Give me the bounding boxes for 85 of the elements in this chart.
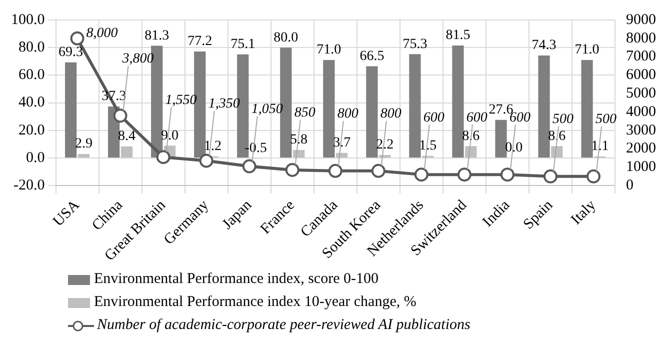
data-label: 77.2: [188, 34, 212, 50]
y2-tick-label: 6000: [626, 67, 656, 84]
bar: [65, 62, 77, 158]
bar: [581, 60, 593, 158]
data-label: 5.8: [290, 132, 308, 148]
data-label: 8,000: [86, 26, 118, 42]
data-label: 3,800: [121, 51, 154, 66]
data-label: 2.2: [376, 138, 394, 153]
data-label: 75.1: [230, 37, 256, 52]
data-label: 1,350: [208, 96, 240, 112]
y2-tick-label: 9000: [626, 12, 656, 28]
point: [457, 168, 472, 182]
bar: [452, 46, 464, 158]
bar: [323, 60, 335, 158]
y2-tick-label: 8000: [626, 30, 656, 46]
data-label: 81.3: [144, 28, 170, 44]
data-label: 1,550: [165, 92, 197, 108]
y-tick-label: 80.0: [18, 40, 45, 56]
data-label: 1.1: [591, 139, 609, 154]
point: [500, 168, 514, 182]
legend-label: Number of academic-corporate peer-reviewed AI publications: [97, 316, 470, 335]
y-tick-label: 0.0: [26, 150, 45, 166]
point: [199, 154, 214, 168]
y2-tick-label: 7000: [626, 48, 656, 65]
y-tick-label: 60.0: [18, 67, 45, 84]
x-tick-label: Italy: [568, 196, 600, 228]
bar: [495, 120, 507, 158]
data-label: 74.3: [532, 38, 556, 54]
data-label: 8.6: [462, 128, 480, 144]
point: [328, 164, 342, 178]
legend-label: Environmental Performance index, score 0-100: [94, 270, 378, 289]
data-label: 800: [337, 106, 358, 122]
legend-label: Environmental Performance index 10-year change, %: [94, 293, 416, 312]
data-label: 1.5: [419, 138, 437, 154]
data-label: 3.7: [333, 136, 351, 151]
data-label: 75.3: [402, 36, 428, 52]
data-label: 600: [423, 110, 444, 126]
data-label: 500: [595, 112, 616, 128]
point: [156, 150, 170, 164]
x-tick-label: USA: [50, 197, 83, 230]
bar: [78, 154, 90, 158]
point: [543, 169, 558, 184]
data-label: 9.0: [161, 128, 178, 144]
bar: [538, 55, 550, 158]
y-tick-label: -20.0: [14, 178, 45, 194]
data-label: 71.0: [574, 42, 600, 58]
data-label: 600: [466, 110, 488, 126]
y2-tick-label: 1000: [626, 159, 656, 176]
y-tick-label: 100.0: [11, 12, 45, 28]
data-label: 1,050: [251, 102, 283, 117]
y2-tick-label: 4000: [626, 104, 656, 120]
data-label: 81.5: [446, 28, 470, 44]
data-label: 8.6: [548, 128, 566, 144]
y2-tick-label: 2000: [626, 140, 656, 157]
bar: [366, 66, 378, 158]
bar: [409, 54, 421, 158]
data-label: 850: [294, 106, 316, 121]
y-tick-label: 20.0: [18, 122, 45, 138]
bar: [465, 146, 477, 158]
y2-tick-label: 5000: [626, 86, 656, 102]
y-tick-label: 40.0: [18, 94, 45, 111]
point: [70, 31, 84, 46]
data-label: 1.2: [204, 139, 222, 154]
data-label: 800: [380, 106, 402, 122]
bar: [551, 146, 563, 158]
data-label: 71.0: [316, 42, 342, 58]
x-tick-label: India: [480, 197, 514, 230]
data-label: -0.5: [244, 141, 267, 156]
point: [414, 168, 428, 182]
point: [285, 162, 300, 177]
data-label: 0.0: [505, 140, 523, 156]
data-label: 500: [552, 112, 574, 128]
point: [371, 164, 386, 178]
data-label: 8.4: [118, 129, 136, 144]
y2-tick-label: 3000: [626, 122, 656, 138]
data-label: 66.5: [360, 48, 384, 64]
point: [242, 159, 256, 174]
bar: [120, 146, 133, 158]
data-label: 80.0: [274, 30, 298, 46]
data-label: 2.9: [74, 136, 92, 152]
data-label: 69.3: [58, 45, 84, 60]
y2-tick-label: 0: [626, 178, 634, 194]
point: [586, 169, 600, 184]
point: [113, 108, 128, 123]
bar: [293, 150, 305, 158]
